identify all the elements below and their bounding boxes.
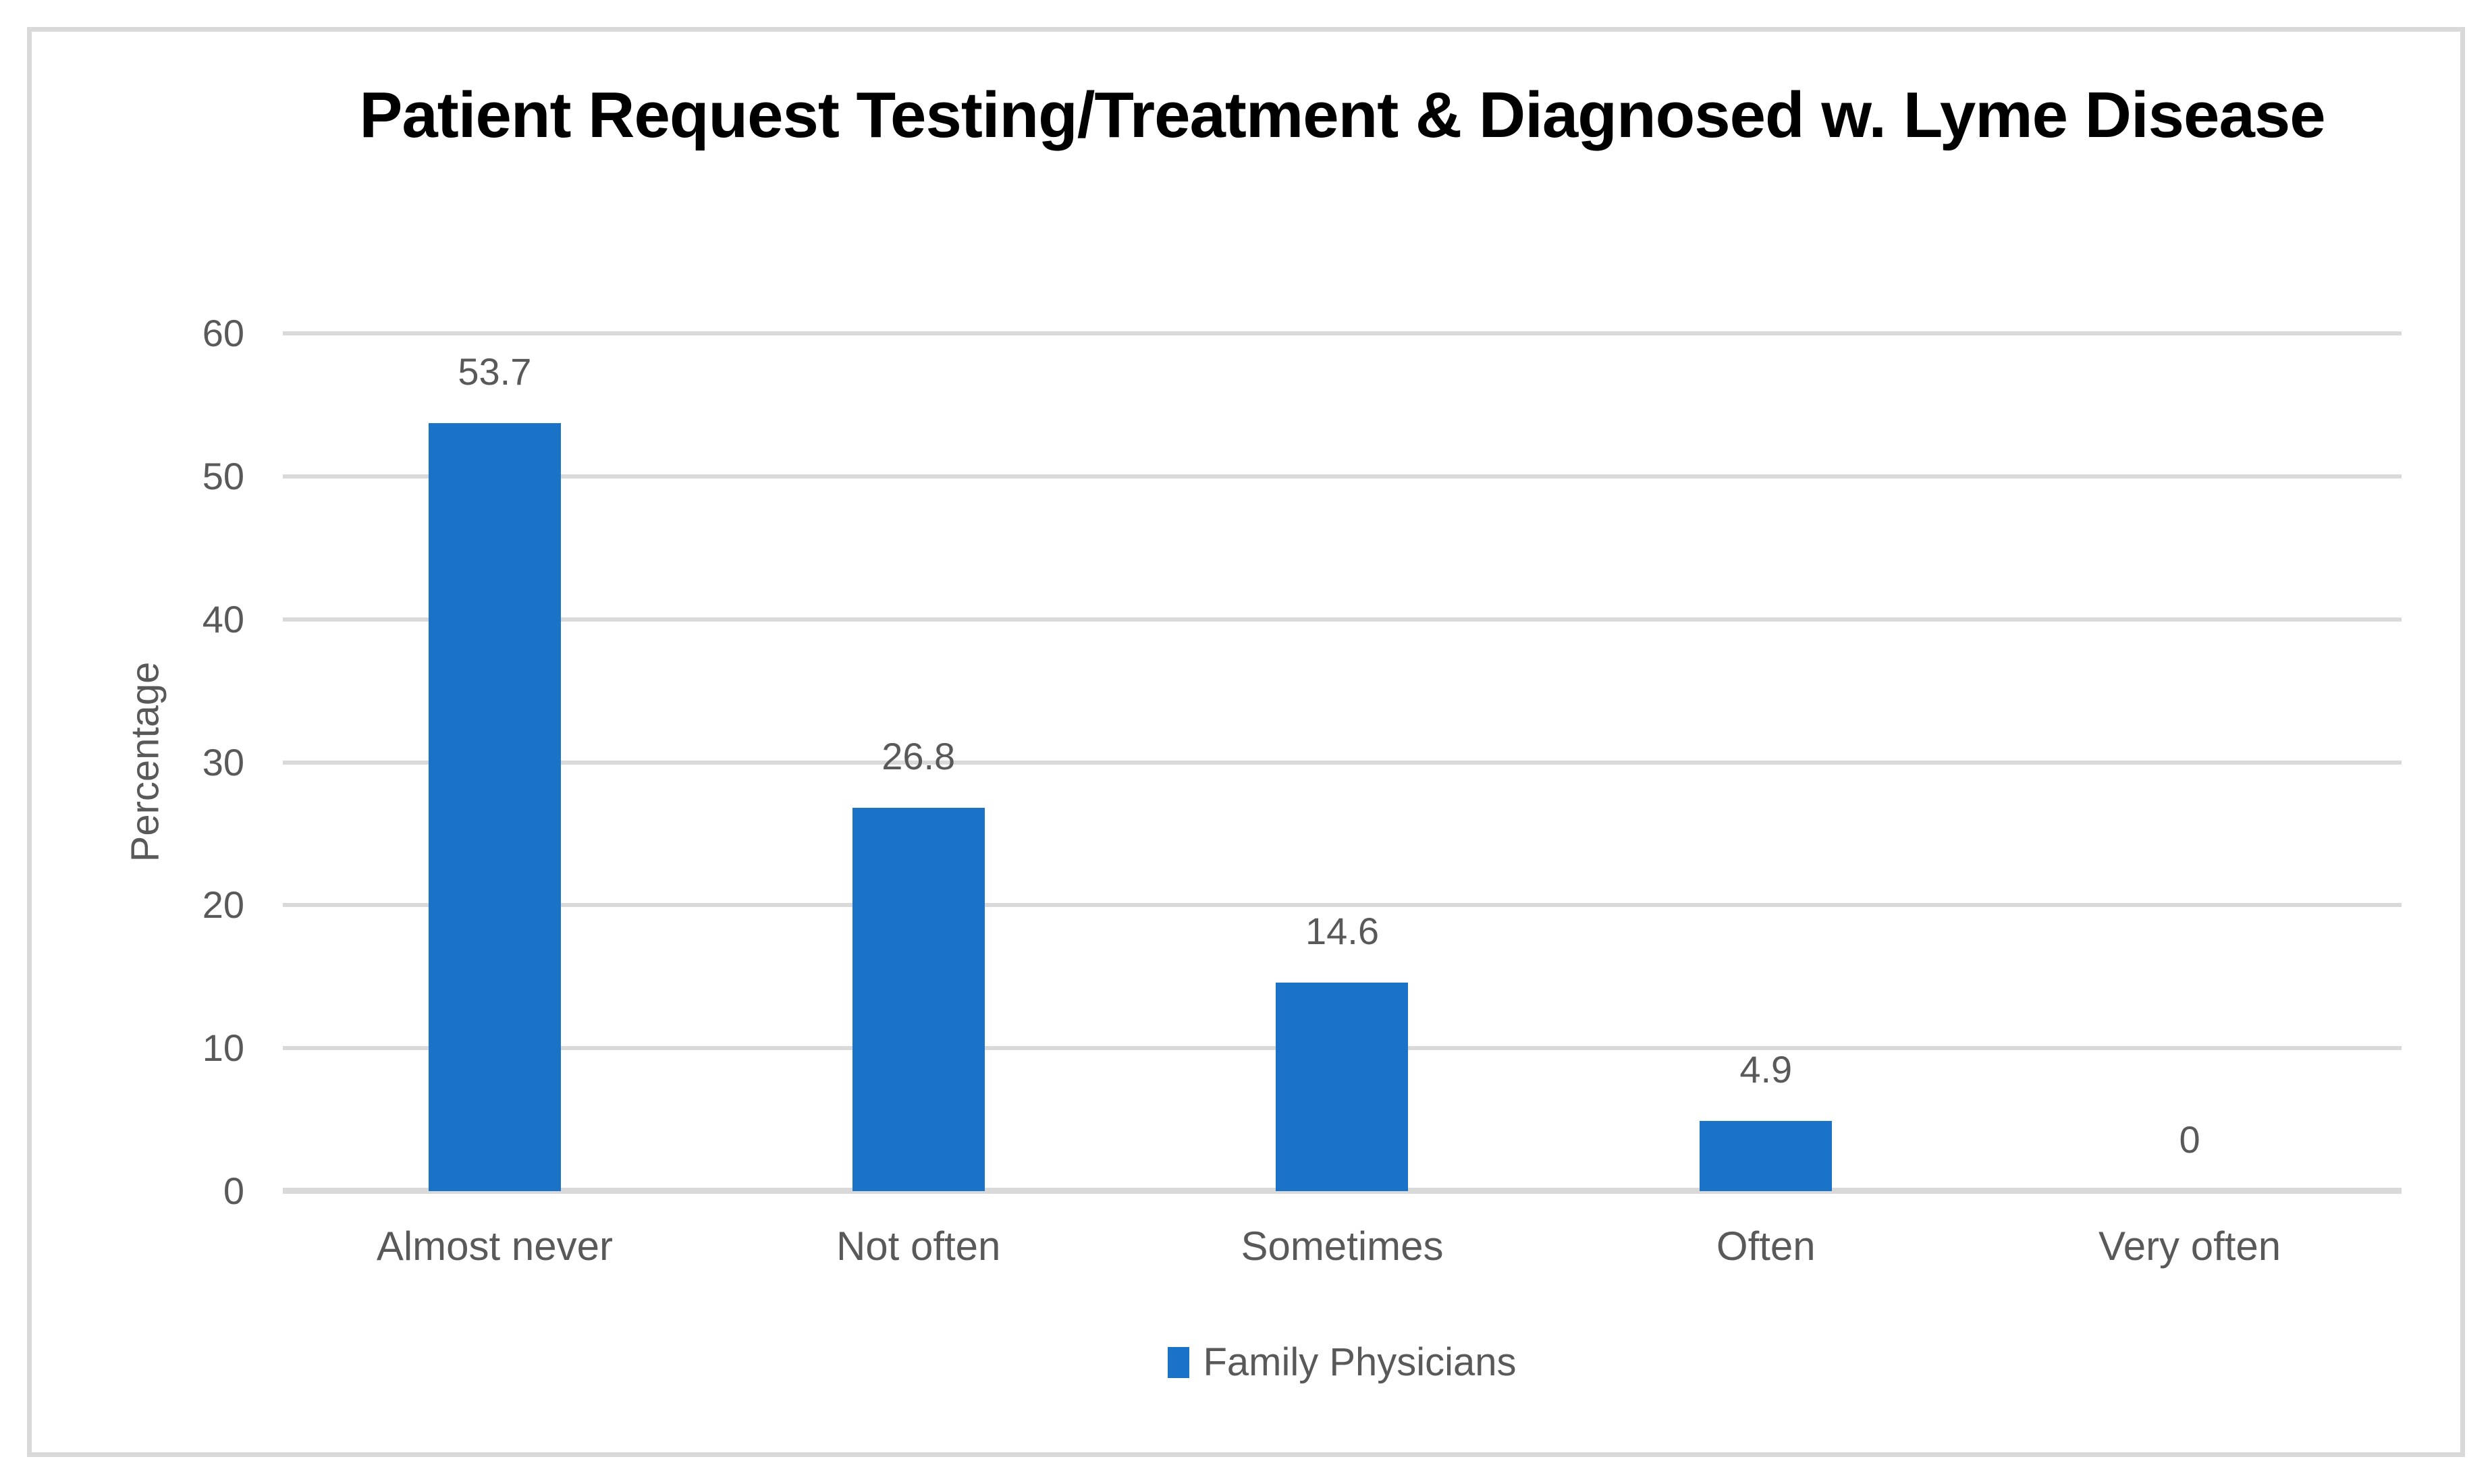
plot-area: 53.7 26.8 14.6 4.9 0 [283,331,2402,1194]
y-tick-label-0: 0 [223,1170,244,1212]
category-sometimes: 14.6 [1131,333,1554,1191]
data-label-almost-never: 53.7 [458,350,532,393]
gridline-40 [283,617,2402,622]
gridline-20 [283,903,2402,908]
x-axis-label-almost-never: Almost never [376,1224,613,1269]
y-tick-label-30: 30 [202,740,244,784]
y-tick-label-50: 50 [202,454,244,497]
x-axis-labels: Almost never Not often Sometimes Often Very … [283,1223,2402,1269]
chart-title: Patient Request Testing/Treatment & Diag… [359,79,2325,151]
bar-often [1700,1121,1833,1191]
bar-not-often [852,808,985,1191]
x-axis-label-very-often: Very often [2098,1224,2281,1269]
x-axis-label-sometimes: Sometimes [1241,1224,1444,1269]
y-tick-label-60: 60 [202,312,244,354]
bar-almost-never [428,423,561,1191]
legend-marker-icon [1168,1346,1190,1378]
gridline-60 [283,331,2402,335]
y-tick-label-20: 20 [202,883,244,927]
legend: Family Physicians [283,1340,2402,1385]
bar-sometimes [1276,982,1409,1191]
y-tick-label-40: 40 [202,597,244,640]
data-label-sometimes: 14.6 [1305,909,1379,952]
category-often: 4.9 [1554,333,1978,1191]
chart-border [27,27,2465,1457]
y-tick-label-10: 10 [202,1026,244,1070]
category-almost-never: 53.7 [283,333,707,1191]
gridline-50 [283,474,2402,478]
data-label-very-often: 0 [2179,1118,2200,1161]
data-label-not-often: 26.8 [882,735,956,778]
category-not-often: 26.8 [707,333,1131,1191]
data-label-often: 4.9 [1739,1048,1793,1091]
gridline-30 [283,760,2402,765]
legend-label: Family Physicians [1203,1340,1517,1384]
x-axis-label-often: Often [1716,1224,1816,1269]
category-very-often: 0 [1978,333,2402,1191]
x-axis-label-not-often: Not often [836,1224,1001,1269]
